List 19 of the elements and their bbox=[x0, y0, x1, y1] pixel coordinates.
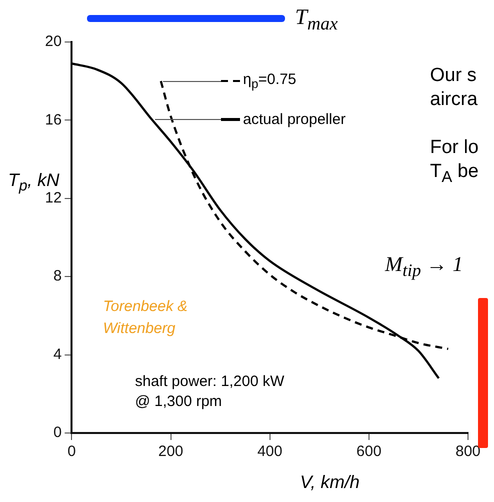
x-tick-label: 400 bbox=[257, 443, 282, 460]
y-tick-label: 16 bbox=[44, 111, 62, 128]
y-tick-label: 4 bbox=[53, 346, 62, 363]
x-tick-label: 600 bbox=[356, 443, 382, 460]
x-tick-label: 200 bbox=[158, 443, 184, 460]
y-tick-label: 0 bbox=[53, 424, 62, 442]
x-tick-label: 0 bbox=[68, 443, 76, 460]
annotation: Our s aircra bbox=[430, 64, 478, 112]
legend-label: η$_{p}$=0.75 bbox=[243, 71, 296, 91]
y-tick-label: 8 bbox=[53, 268, 62, 285]
annotation: Torenbeek & Wittenberg bbox=[103, 297, 188, 339]
x-tick-label: 800 bbox=[455, 443, 481, 460]
y-tick-label: 20 bbox=[44, 33, 62, 50]
legend-label: actual propeller bbox=[243, 111, 346, 128]
x-axis-title: V, km/h bbox=[300, 472, 360, 493]
annotation: For lo T$_{A}$ be bbox=[430, 136, 479, 188]
text: T$_{max}$ bbox=[295, 4, 338, 34]
annotation: M$_{tip}$ → 1 bbox=[385, 252, 463, 282]
annotation: shaft power: 1,200 kW @ 1,300 rpm bbox=[135, 372, 284, 412]
